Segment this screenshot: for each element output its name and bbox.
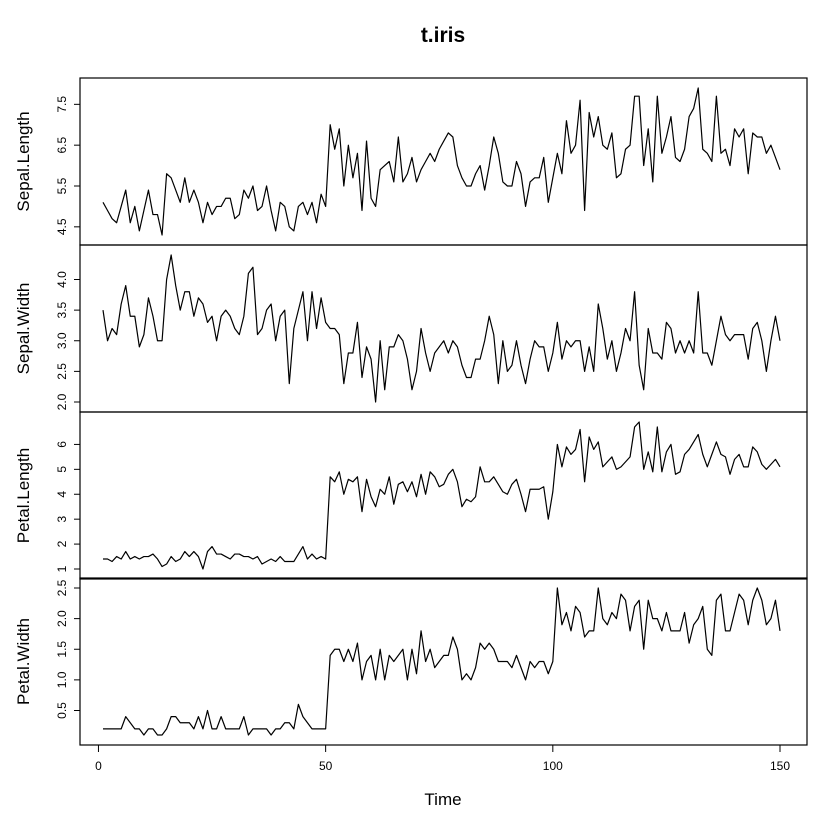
x-tick-label: 0 <box>95 759 102 773</box>
x-axis-label: Time <box>424 790 461 809</box>
series-line-sepal-width <box>102 254 781 403</box>
panel-label-sepal-width: Sepal.Width <box>14 283 33 375</box>
panel-sepal-length: 4.5 5.5 6.5 7.5 Sepal.Length <box>14 77 808 246</box>
y-tick-label-sepal-length: 7.5 <box>55 96 69 113</box>
y-tick-label-sepal-width: 4.0 <box>55 271 69 288</box>
chart-title: t.iris <box>421 24 465 47</box>
y-tick-label-sepal-width: 3.0 <box>55 332 69 349</box>
panel-label-petal-width: Petal.Width <box>14 618 33 705</box>
series-line-sepal-length <box>102 87 781 236</box>
panels-group: 4.5 5.5 6.5 7.5 Sepal.Length 2.0 2.5 3.0 3.5 4.0 S… <box>14 77 808 746</box>
y-tick-label-petal-width: 2.0 <box>55 610 69 627</box>
panel-frame-sepal-length <box>79 77 808 246</box>
panel-petal-length: 1 2 3 4 5 6 Petal.Length <box>14 411 808 580</box>
panel-sepal-width: 2.0 2.5 3.0 3.5 4.0 Sepal.Width <box>14 244 808 413</box>
x-tick-label: 50 <box>319 759 333 773</box>
y-tick-label-sepal-width: 2.5 <box>55 363 69 380</box>
y-tick-label-sepal-width: 2.0 <box>55 393 69 410</box>
y-tick-label-sepal-length: 5.5 <box>55 177 69 194</box>
y-tick-label-sepal-length: 4.5 <box>55 218 69 235</box>
y-tick-label-sepal-length: 6.5 <box>55 137 69 154</box>
y-tick-label-petal-width: 2.5 <box>55 579 69 596</box>
x-tick-label: 150 <box>770 759 790 773</box>
panel-frame-sepal-width <box>79 244 808 413</box>
panel-label-petal-length: Petal.Length <box>14 448 33 543</box>
y-tick-label-petal-length: 4 <box>55 491 69 498</box>
y-tick-label-petal-width: 0.5 <box>55 702 69 719</box>
panel-label-sepal-length: Sepal.Length <box>14 111 33 211</box>
y-tick-label-petal-length: 6 <box>55 441 69 448</box>
panel-frame-petal-length <box>79 411 808 580</box>
x-tick-label: 100 <box>543 759 563 773</box>
y-tick-label-petal-width: 1.0 <box>55 671 69 688</box>
panel-frame-petal-width <box>79 577 808 746</box>
series-line-petal-length <box>103 421 781 570</box>
x-axis: 0 50 100 150 <box>95 745 790 773</box>
y-tick-label-petal-length: 2 <box>55 540 69 547</box>
y-tick-label-sepal-width: 3.5 <box>55 301 69 318</box>
series-line-petal-width <box>103 587 781 736</box>
y-tick-label-petal-length: 1 <box>55 565 69 572</box>
y-tick-label-petal-width: 1.5 <box>55 641 69 658</box>
y-tick-label-petal-length: 5 <box>55 466 69 473</box>
y-tick-label-petal-length: 3 <box>55 516 69 523</box>
panel-petal-width: 0.5 1.0 1.5 2.0 2.5 Petal.Width <box>14 577 808 746</box>
